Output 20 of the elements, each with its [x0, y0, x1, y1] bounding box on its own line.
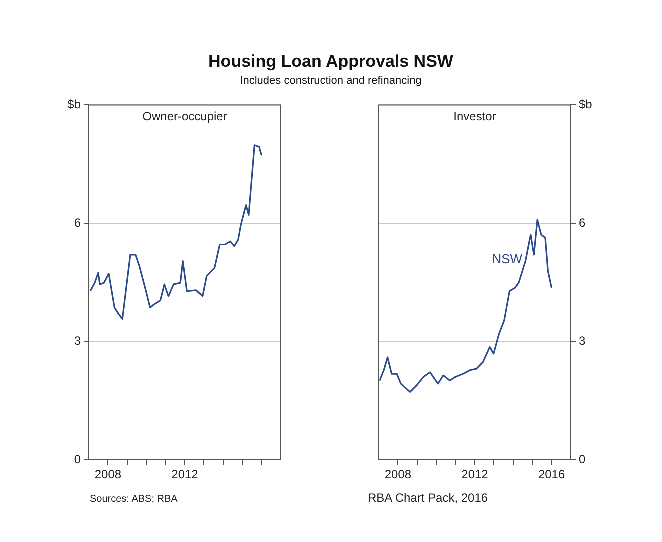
y-tick-label: 6 — [74, 216, 82, 230]
y2-tick-label: 0 — [579, 452, 586, 466]
x-tick-label: 2008 — [94, 468, 122, 482]
x-tick-label: 2012 — [172, 468, 199, 482]
y2-tick-label: 3 — [579, 334, 586, 348]
source-note: Sources: ABS; RBA — [90, 494, 178, 505]
y2-tick-label: 6 — [579, 216, 586, 230]
x-tick-label: 2012 — [462, 468, 489, 482]
text: RBA Chart Pack, 2016 — [368, 491, 488, 505]
y-tick-label: 0 — [74, 452, 82, 466]
text: Housing Loan Approvals NSW — [208, 52, 454, 72]
y2-tick-label: $b — [579, 98, 593, 112]
x-tick-label: 2016 — [538, 468, 566, 482]
annotation: Owner-occupier — [142, 110, 228, 124]
annotation: Investor — [454, 110, 496, 124]
series-label: NSW — [492, 251, 524, 266]
y-tick-label: $b — [68, 98, 82, 112]
text: Includes construction and refinancing — [239, 75, 423, 87]
y-tick-label: 3 — [74, 334, 82, 348]
x-tick-label: 2008 — [384, 468, 412, 482]
